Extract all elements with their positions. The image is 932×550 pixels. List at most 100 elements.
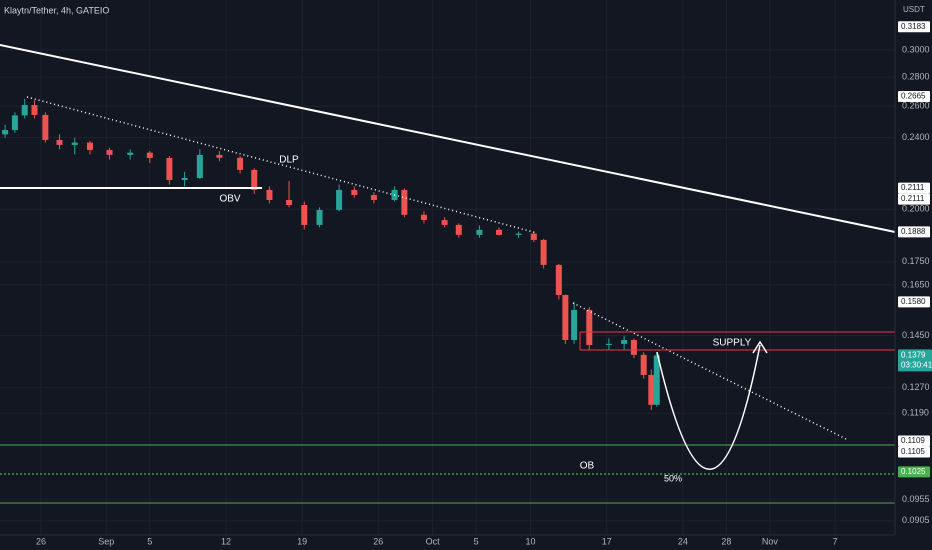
- candle-body: [56, 139, 63, 145]
- candle-body: [11, 115, 18, 131]
- price-tag-label: 0.1888: [901, 227, 926, 236]
- candle-body: [286, 199, 293, 205]
- x-tick-label: 26: [36, 536, 46, 546]
- x-tick-label: 19: [297, 536, 307, 546]
- candle-body: [621, 340, 628, 344]
- candle-body: [630, 340, 637, 355]
- candle-body: [251, 169, 258, 190]
- x-tick-label: Nov: [762, 536, 779, 546]
- candle-body: [301, 204, 308, 225]
- candle-body: [316, 209, 323, 225]
- candle-body: [540, 239, 547, 265]
- candle-body: [605, 343, 612, 345]
- y-tick-label: 0.1450: [902, 330, 930, 340]
- annotation: SUPPLY: [713, 338, 752, 349]
- candle-body: [648, 374, 655, 405]
- price-tag-label: 0.3183: [901, 22, 926, 31]
- annotation: OBV: [219, 194, 240, 205]
- candle-body: [127, 152, 134, 155]
- candle-body: [106, 149, 113, 155]
- candle-body: [216, 154, 223, 158]
- currency: USDT: [903, 5, 925, 14]
- x-tick-label: 12: [221, 536, 231, 546]
- candle-body: [196, 154, 203, 178]
- price-tag-label: 0.2111: [901, 194, 925, 203]
- arrow-head: [752, 340, 768, 354]
- candle-body: [351, 189, 358, 196]
- candle-body: [166, 157, 173, 180]
- price-tag: [898, 226, 930, 238]
- price-tag-label: 0.1025: [901, 467, 926, 476]
- price-tag-label: 0.2111: [901, 183, 925, 192]
- candle-body: [21, 105, 28, 116]
- candle-body: [653, 355, 660, 405]
- x-tick-label: 7: [833, 536, 838, 546]
- price-tag: [898, 435, 930, 447]
- x-tick-label: Oct: [426, 536, 441, 546]
- x-tick-label: 10: [526, 536, 536, 546]
- candle-body: [71, 142, 78, 145]
- candle-body: [476, 229, 483, 235]
- candle-body: [237, 157, 244, 170]
- y-tick-label: 0.3000: [902, 44, 930, 54]
- annotation: DLP: [279, 155, 299, 166]
- grid: [0, 0, 895, 535]
- candle-body: [420, 214, 427, 221]
- candle-body: [441, 220, 448, 225]
- last-price-label: 0.1379: [901, 350, 926, 359]
- candle-body: [640, 354, 647, 375]
- price-tag: [898, 466, 930, 478]
- x-tick-label: 28: [721, 536, 731, 546]
- y-tick-label: 0.1190: [902, 408, 929, 418]
- y-tick-label: 0.1750: [902, 256, 930, 266]
- x-tick-label: 5: [147, 536, 152, 546]
- countdown: 03:30:41: [901, 360, 932, 369]
- candle-body: [586, 309, 593, 345]
- price-tag: [898, 182, 930, 194]
- x-tick-label: Sep: [98, 536, 114, 546]
- y-tick-label: 0.2800: [902, 71, 930, 81]
- annotation: 50%: [664, 473, 682, 483]
- price-tag-label: 0.1109: [901, 436, 925, 445]
- y-tick-label: 0.2600: [902, 101, 930, 111]
- candle-body: [515, 233, 522, 235]
- candle-body: [86, 142, 93, 150]
- y-tick-label: 0.0905: [902, 515, 930, 525]
- x-tick-label: 5: [474, 536, 479, 546]
- candle-body: [370, 195, 377, 200]
- candle-body: [496, 229, 503, 235]
- price-tag: [898, 446, 930, 458]
- y-tick-label: 0.2000: [902, 204, 930, 214]
- drawings: [0, 44, 896, 504]
- y-tick-label: 0.1650: [902, 279, 930, 289]
- price-tag: [898, 296, 930, 308]
- candle-body: [336, 189, 343, 210]
- x-tick-label: 17: [602, 536, 612, 546]
- price-tag-label: 0.1105: [901, 447, 925, 456]
- price-tag: [898, 21, 930, 33]
- candle-body: [2, 130, 9, 135]
- dotted-trend-line: [572, 302, 849, 441]
- trend-line: [0, 44, 896, 233]
- price-tag-label: 0.1580: [901, 297, 926, 306]
- x-tick-label: 24: [678, 536, 688, 546]
- annotation: OB: [580, 461, 595, 472]
- candle-body: [31, 105, 38, 115]
- chart-title: Klaytn/Tether, 4h, GATEIO: [4, 5, 109, 15]
- candle-body: [181, 177, 188, 180]
- candle-body: [571, 309, 578, 341]
- price-tag: [898, 91, 930, 103]
- candle-body: [530, 233, 537, 240]
- candle-body: [42, 114, 49, 140]
- candles: [2, 98, 660, 411]
- candle-body: [555, 264, 562, 296]
- x-tick-label: 26: [373, 536, 383, 546]
- candle-body: [562, 295, 569, 341]
- price-tag: [898, 193, 930, 205]
- y-tick-label: 0.2400: [902, 132, 930, 142]
- projection-curve: [656, 344, 761, 470]
- last-price-tag: [898, 349, 932, 372]
- candle-body: [401, 189, 408, 215]
